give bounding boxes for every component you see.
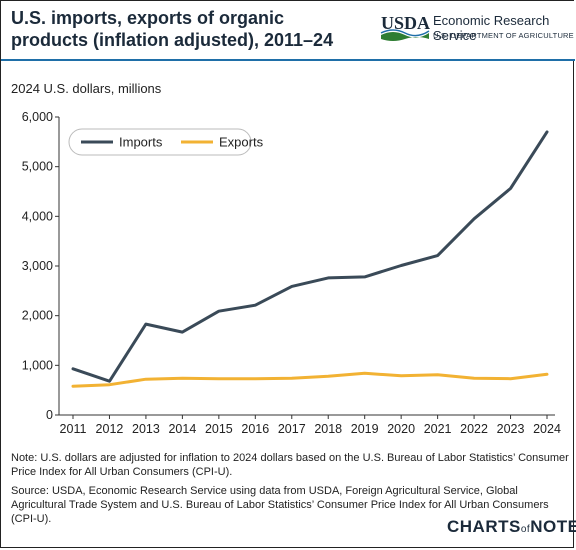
- note-text: Note: U.S. dollars are adjusted for infl…: [11, 452, 569, 478]
- legend-label-imports: Imports: [119, 135, 163, 150]
- source-text: Source: USDA, Economic Research Service …: [11, 485, 549, 525]
- x-tick-label: 2022: [460, 422, 488, 436]
- logo-of: of: [520, 524, 531, 535]
- y-tick-label: 2,000: [22, 309, 53, 323]
- x-tick-label: 2017: [278, 422, 306, 436]
- x-tick-label: 2020: [387, 422, 415, 436]
- x-tick-label: 2024: [533, 422, 561, 436]
- legend-label-exports: Exports: [219, 135, 264, 150]
- logo-note: NOTE: [530, 517, 576, 536]
- y-tick-label: 0: [46, 408, 53, 422]
- agency-name: Economic Research Service: [433, 13, 550, 43]
- usda-logo-text: USDA: [381, 13, 430, 33]
- x-tick-label: 2019: [351, 422, 379, 436]
- header-rule: [1, 59, 575, 61]
- usda-logo-wave: [380, 29, 430, 37]
- agency-dept: U.S. DEPARTMENT OF AGRICULTURE: [433, 31, 574, 40]
- y-tick-label: 5,000: [22, 160, 53, 174]
- charts-of-note-logo: CHARTSofNOTE: [447, 517, 576, 537]
- legend-box: [68, 128, 252, 156]
- header: U.S. imports, exports of organic product…: [1, 1, 575, 59]
- x-tick-label: 2016: [241, 422, 269, 436]
- logo-charts: CHARTS: [447, 517, 521, 536]
- imports-line: [71, 130, 549, 383]
- x-tick-label: 2015: [205, 422, 233, 436]
- x-tick-label: 2011: [60, 422, 87, 436]
- exports-line: [71, 371, 549, 388]
- usda-logo: USDA: [380, 13, 430, 41]
- y-tick-label: 4,000: [22, 209, 53, 223]
- chart-notes: Note: U.S. dollars are adjusted for infl…: [11, 451, 571, 531]
- x-tick-label: 2023: [497, 422, 525, 436]
- x-tick-label: 2013: [132, 422, 160, 436]
- x-tick-label: 2018: [314, 422, 342, 436]
- chart-title: U.S. imports, exports of organic product…: [11, 8, 334, 50]
- usda-logo-hills: [381, 32, 429, 41]
- y-axis-label: 2024 U.S. dollars, millions: [11, 81, 162, 96]
- x-tick-label: 2012: [96, 422, 124, 436]
- x-tick-label: 2014: [168, 422, 196, 436]
- x-tick-label: 2021: [424, 422, 452, 436]
- y-tick-label: 6,000: [22, 110, 53, 124]
- y-tick-label: 1,000: [22, 358, 53, 372]
- y-tick-label: 3,000: [22, 259, 53, 273]
- line-chart: 0 1,000 2,000 3,000 4,000 5,000 6,000 2011 2012 2…: [22, 110, 561, 436]
